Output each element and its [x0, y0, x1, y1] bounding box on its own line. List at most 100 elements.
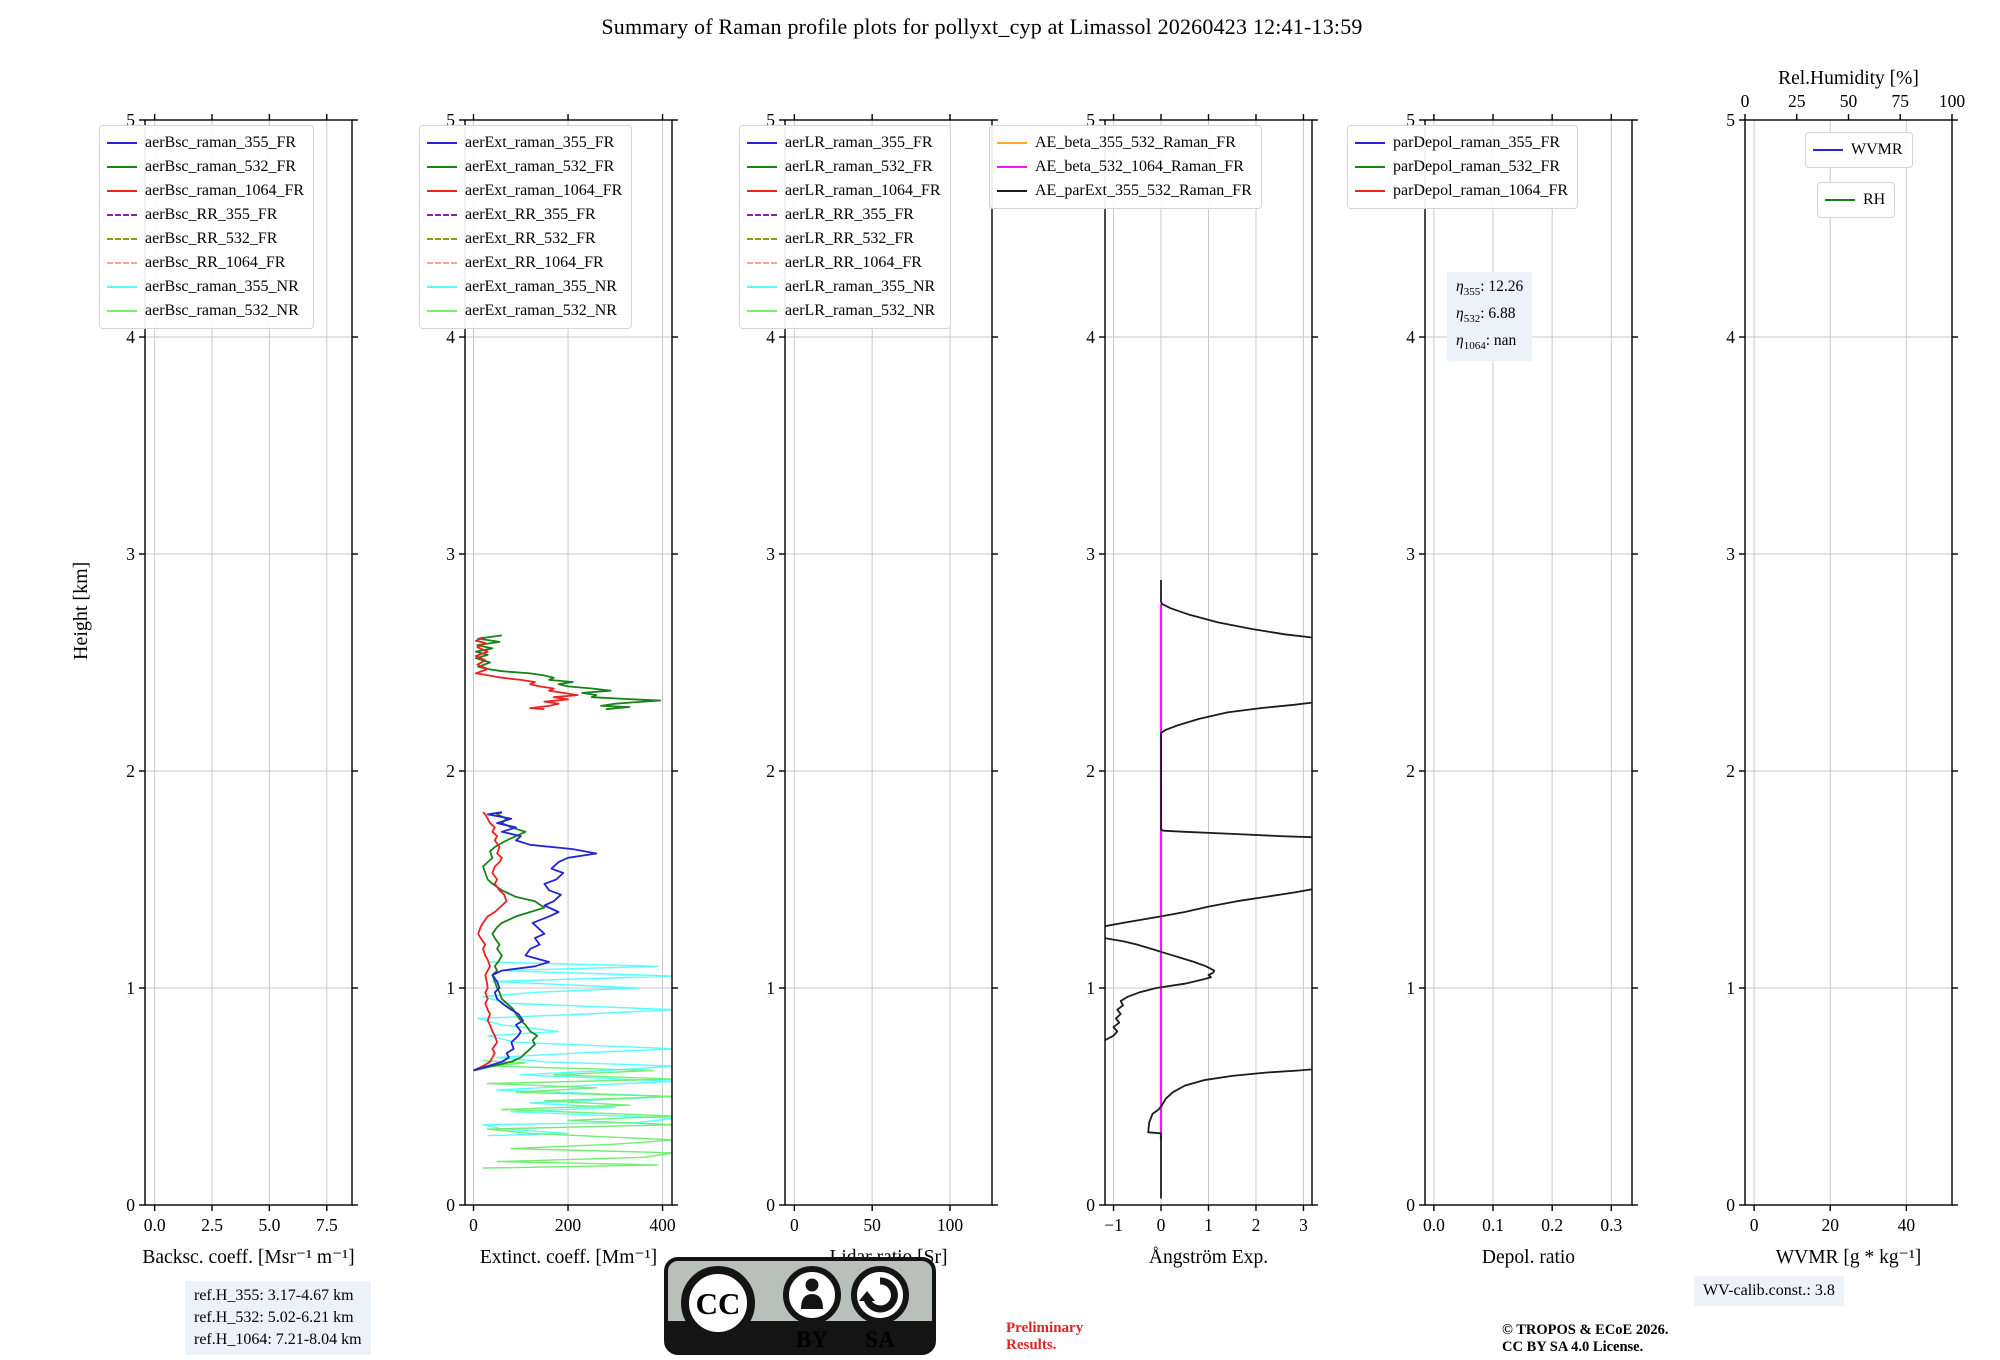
- series-aerExt_raman_355_NR: [477, 961, 672, 1137]
- legend-item: aerLR_raman_532_FR: [747, 155, 941, 179]
- legend-line-swatch: [1355, 166, 1385, 168]
- x-axis-label: WVMR [g * kg⁻¹]: [1776, 1247, 1922, 1268]
- copyright-note: © TROPOS & ECoE 2026. CC BY SA 4.0 Licens…: [1502, 1322, 1668, 1356]
- y-tick-label: 5: [446, 110, 455, 130]
- y-tick-label: 5: [1086, 110, 1095, 130]
- series-group: [473, 634, 672, 1169]
- y-tick-label: 0: [1406, 1195, 1415, 1215]
- axes-spines: [1424, 119, 1633, 1206]
- legend-line-swatch: [997, 166, 1027, 168]
- legend-rh: RH: [1817, 182, 1896, 218]
- panel-lidar-ratio: 050100012345Lidar ratio [Sr]aerLR_raman_…: [739, 110, 998, 1268]
- legend-label: parDepol_raman_355_FR: [1393, 134, 1561, 151]
- share-alike-icon: [851, 1266, 909, 1324]
- legend-line-swatch: [427, 214, 457, 216]
- series-AE_parExt_355_532_Raman_FR: [1105, 937, 1216, 1041]
- x-axis-label: Backsc. coeff. [Msr⁻¹ m⁻¹]: [142, 1247, 354, 1268]
- legend-label: aerExt_raman_355_NR: [465, 278, 617, 295]
- legend-item: aerExt_raman_532_FR: [427, 155, 622, 179]
- axes-spines: [1744, 119, 1953, 1206]
- cc-letters: CC: [696, 1286, 741, 1321]
- legend-item: aerLR_raman_532_NR: [747, 299, 941, 323]
- axes-spines: [784, 119, 993, 1206]
- copyright-line: © TROPOS & ECoE 2026.: [1502, 1322, 1669, 1338]
- eta-line: η532: 6.88: [1456, 305, 1516, 326]
- y-tick-label: 1: [446, 978, 455, 998]
- legend-label: aerExt_raman_1064_FR: [465, 182, 623, 199]
- x-tick-label: 0: [1750, 1215, 1759, 1235]
- legend-angstroem: AE_beta_355_532_Raman_FR AE_beta_532_1064…: [989, 125, 1262, 209]
- y-tick-label: 2: [1086, 761, 1095, 781]
- legend-item: aerBsc_RR_532_FR: [107, 227, 304, 251]
- legend-label: aerBsc_raman_1064_FR: [145, 182, 305, 199]
- legend-line-swatch: [107, 214, 137, 216]
- y-tick-label: 0: [766, 1195, 775, 1215]
- y-tick-label: 3: [1086, 544, 1095, 564]
- legend-line-swatch: [1355, 142, 1385, 144]
- y-tick-label: 4: [1406, 327, 1415, 347]
- legend-item: aerBsc_RR_355_FR: [107, 203, 304, 227]
- series-group: [1105, 580, 1312, 1199]
- legend-line-swatch: [427, 286, 457, 288]
- legend-line-swatch: [427, 190, 457, 192]
- y-tick-label: 0: [1086, 1195, 1095, 1215]
- legend-line-swatch: [427, 238, 457, 240]
- legend-label: aerBsc_RR_1064_FR: [145, 254, 286, 271]
- legend-label: aerBsc_RR_355_FR: [145, 206, 278, 223]
- y-tick-label: 4: [1726, 327, 1735, 347]
- y-tick-label: 1: [1726, 978, 1735, 998]
- legend-label: parDepol_raman_1064_FR: [1393, 182, 1569, 199]
- ref-height-line: ref.H_1064: 7.21-8.04 km: [194, 1331, 362, 1348]
- legend-item: aerExt_raman_355_FR: [427, 131, 622, 155]
- legend-label: aerExt_raman_532_FR: [465, 158, 615, 175]
- legend-backscatter: aerBsc_raman_355_FR aerBsc_raman_532_FR ae…: [99, 125, 315, 329]
- y-tick-label: 0: [1726, 1195, 1735, 1215]
- x-tick-label: 2: [1252, 1215, 1261, 1235]
- panel-backscatter: 0.0 2.5 5.0 7.5 0 1 2 3 4 5 Backsc. coeff. [Msr⁻¹ …: [99, 110, 358, 1268]
- y-tick-label: 3: [126, 544, 135, 564]
- legend-line-swatch: [747, 166, 777, 168]
- reference-height-annotation: ref.H_355: 3.17-4.67 km ref.H_532: 5.02-6…: [185, 1281, 371, 1355]
- y-tick-label: 5: [126, 110, 135, 130]
- legend-line-swatch: [107, 190, 137, 192]
- legend-label: aerLR_RR_532_FR: [785, 230, 914, 247]
- legend-item: aerLR_RR_355_FR: [747, 203, 941, 227]
- x-tick-label: 0: [469, 1215, 478, 1235]
- legend-item: aerLR_raman_355_NR: [747, 275, 941, 299]
- legend-item: aerBsc_raman_355_NR: [107, 275, 304, 299]
- legend-item: AE_beta_355_532_Raman_FR: [997, 131, 1252, 155]
- series-AE_parExt_355_532_Raman_FR: [1160, 580, 1312, 639]
- plot-area-depol: 0.0 0.1 0.2 0.3 0 1 2 3 4 5 Depol. ratio: [1406, 110, 1638, 1268]
- rh-tick-label: 25: [1788, 91, 1806, 111]
- legend-label: aerBsc_raman_532_NR: [145, 302, 299, 319]
- series-AE_parExt_355_532_Raman_FR: [1105, 888, 1312, 928]
- panel-angstroem: −1 0 1 2 3 0 1 2 3 4 5 Ångström Exp. AE_beta_355_532…: [989, 110, 1318, 1268]
- legend-line-swatch: [747, 238, 777, 240]
- legend-line-swatch: [747, 190, 777, 192]
- y-tick-label: 4: [1086, 327, 1095, 347]
- x-tick-label: 400: [649, 1215, 676, 1235]
- y-tick-label: 4: [126, 327, 135, 347]
- y-tick-label: 5: [766, 110, 775, 130]
- x-tick-label: 0.1: [1482, 1215, 1504, 1235]
- panel-wvmr: 0 20 40 0 1 2 3 4 5 WVMR [g * kg⁻¹] 0 25 50 75 100 Rel.…: [1726, 68, 1965, 1268]
- y-tick-label: 3: [766, 544, 775, 564]
- legend-item: WVMR: [1813, 138, 1903, 162]
- legend-item: AE_beta_532_1064_Raman_FR: [997, 155, 1252, 179]
- legend-line-swatch: [427, 262, 457, 264]
- legend-label: aerExt_raman_532_NR: [465, 302, 617, 319]
- y-tick-label: 4: [446, 327, 455, 347]
- legend-label: AE_beta_355_532_Raman_FR: [1035, 134, 1236, 151]
- legend-label: AE_beta_532_1064_Raman_FR: [1035, 158, 1244, 175]
- legend-item: aerBsc_raman_532_FR: [107, 155, 304, 179]
- legend-item: parDepol_raman_532_FR: [1355, 155, 1568, 179]
- legend-line-swatch: [997, 142, 1027, 144]
- y-tick-label: 0: [446, 1195, 455, 1215]
- x-tick-label: 0: [1157, 1215, 1166, 1235]
- legend-item: aerLR_RR_1064_FR: [747, 251, 941, 275]
- legend-label: aerExt_RR_1064_FR: [465, 254, 604, 271]
- x-tick-label: 7.5: [316, 1215, 338, 1235]
- x-tick-label: 3: [1299, 1215, 1308, 1235]
